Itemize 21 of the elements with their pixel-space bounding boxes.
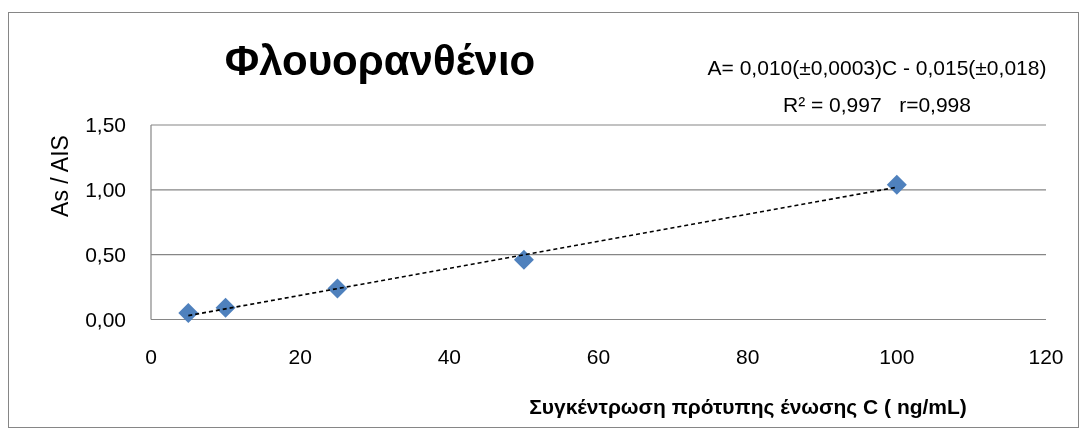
x-tick-label: 60: [586, 345, 611, 369]
y-tick-label: 0,50: [85, 243, 126, 267]
text: R² = 0,997 r=0,998: [783, 93, 971, 116]
x-tick-label: 0: [145, 345, 157, 369]
point: [178, 303, 199, 324]
x-tick-label: 100: [879, 345, 915, 369]
point: [886, 174, 907, 195]
point: [513, 249, 534, 270]
x-tick-label: 80: [735, 345, 760, 369]
x-tick-label: 120: [1028, 345, 1064, 369]
x-tick-label: 40: [437, 345, 462, 369]
x-axis-title: Συγκέντρωση πρότυπης ένωσης C ( ng/mL): [529, 395, 967, 419]
y-tick-label: 0,00: [85, 307, 126, 331]
y-tick-label: 1,00: [85, 178, 126, 202]
y-axis-title: As / AIS: [47, 135, 73, 217]
point: [327, 278, 348, 299]
x-tick-label: 20: [288, 345, 312, 369]
text: A= 0,010(±0,0003)C - 0,015(±0,018): [707, 56, 1047, 79]
point: [215, 297, 236, 318]
y-tick-label: 1,50: [85, 113, 126, 137]
chart-title: Φλουορανθένιο: [224, 37, 536, 84]
